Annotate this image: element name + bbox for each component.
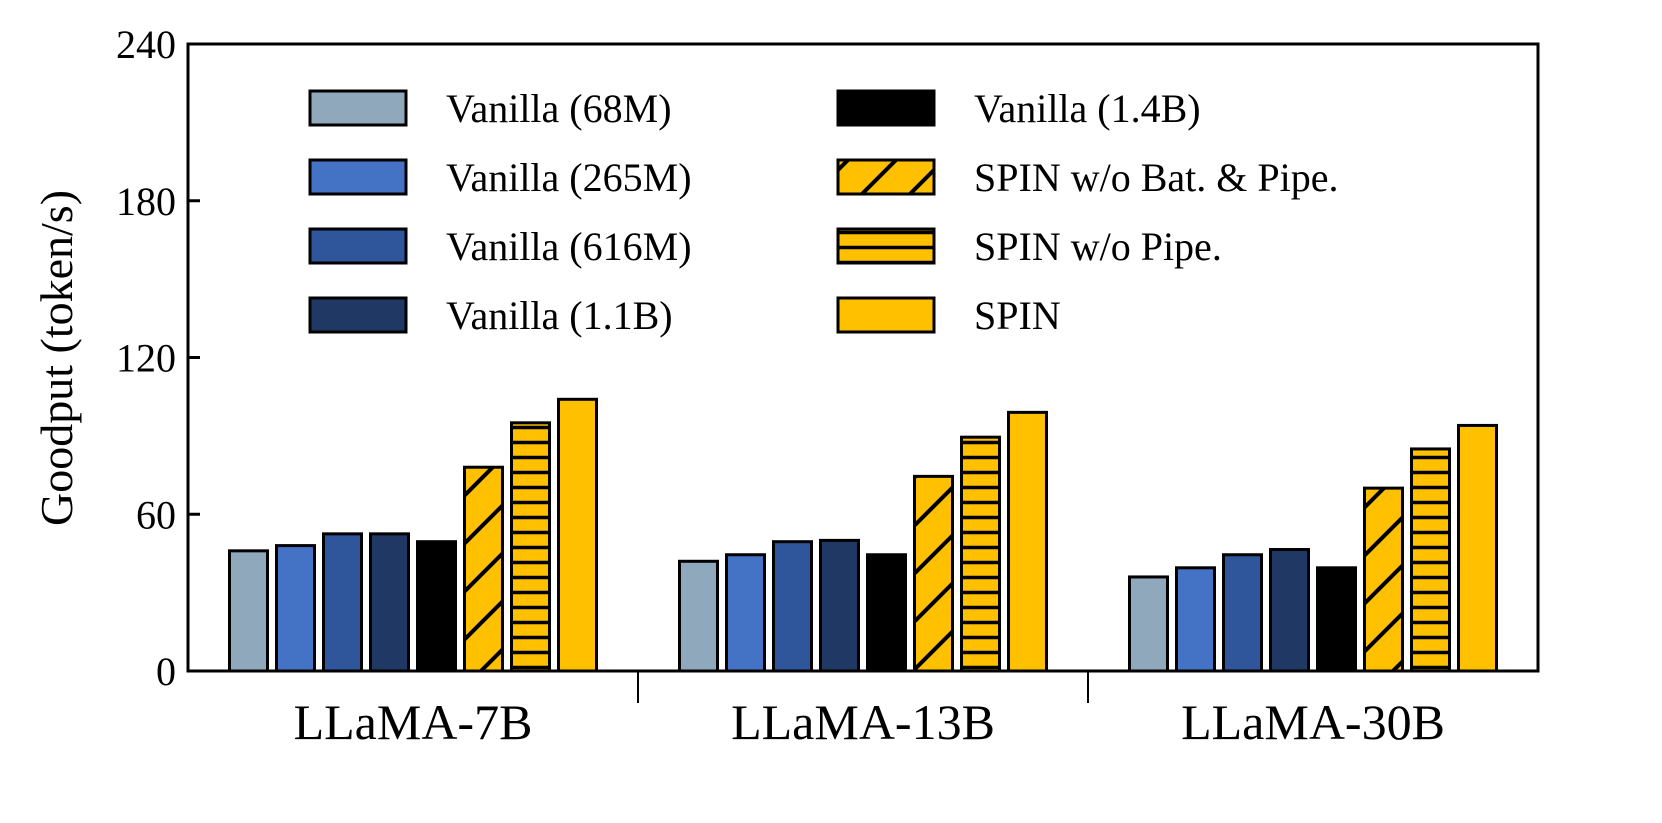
y-axis-ticks: 0 60 120 180 240 — [116, 22, 200, 694]
bar — [275, 544, 316, 673]
x-category-label: LLaMA-7B — [294, 694, 533, 750]
bar — [819, 538, 860, 673]
bar — [772, 540, 813, 673]
legend-swatch — [308, 158, 408, 196]
x-category-label: LLaMA-30B — [1181, 694, 1445, 750]
x-category-label: LLaMA-13B — [731, 694, 995, 750]
legend-label: SPIN w/o Pipe. — [974, 224, 1222, 269]
bar — [1007, 410, 1048, 673]
bar — [1175, 566, 1216, 673]
legend-swatch — [308, 227, 408, 265]
y-tick-label: 0 — [156, 649, 176, 694]
legend-swatch — [836, 89, 936, 127]
bar — [1410, 447, 1451, 673]
bar — [322, 532, 363, 673]
y-tick-label: 60 — [136, 492, 176, 537]
bar — [416, 540, 457, 673]
y-axis-label: Goodput (token/s) — [31, 190, 82, 526]
bar — [1316, 566, 1357, 673]
y-tick-label: 240 — [116, 22, 176, 67]
bar — [463, 465, 504, 673]
legend-label: Vanilla (1.4B) — [974, 86, 1201, 131]
bar — [913, 474, 954, 673]
y-tick-label: 120 — [116, 336, 176, 381]
legend: Vanilla (68M) Vanilla (265M) Vanilla (616M… — [308, 86, 1338, 338]
bars-group — [228, 397, 1498, 673]
x-axis-separators — [637, 671, 1089, 703]
y-tick-label: 180 — [116, 179, 176, 224]
bar — [1457, 423, 1498, 673]
legend-swatch — [836, 296, 936, 334]
bar — [557, 397, 598, 673]
bar — [725, 553, 766, 673]
legend-label: SPIN w/o Bat. & Pipe. — [974, 155, 1338, 200]
bar — [1222, 553, 1263, 673]
bar — [960, 435, 1001, 673]
x-axis-labels: LLaMA-7B LLaMA-13B LLaMA-30B — [294, 694, 1445, 750]
bar — [1128, 575, 1169, 673]
bar — [510, 421, 551, 673]
legend-label: Vanilla (1.1B) — [446, 293, 673, 338]
legend-label: SPIN — [974, 293, 1061, 338]
legend-swatch — [308, 89, 408, 127]
bar — [866, 553, 907, 673]
legend-swatch — [308, 296, 408, 334]
legend-swatch — [836, 158, 936, 196]
legend-label: Vanilla (616M) — [446, 224, 692, 269]
bar — [1363, 486, 1404, 673]
bar — [1269, 548, 1310, 673]
legend-swatch — [836, 227, 936, 265]
legend-label: Vanilla (68M) — [446, 86, 672, 131]
bar — [369, 532, 410, 673]
bar — [228, 549, 269, 673]
bar — [678, 559, 719, 673]
legend-label: Vanilla (265M) — [446, 155, 692, 200]
